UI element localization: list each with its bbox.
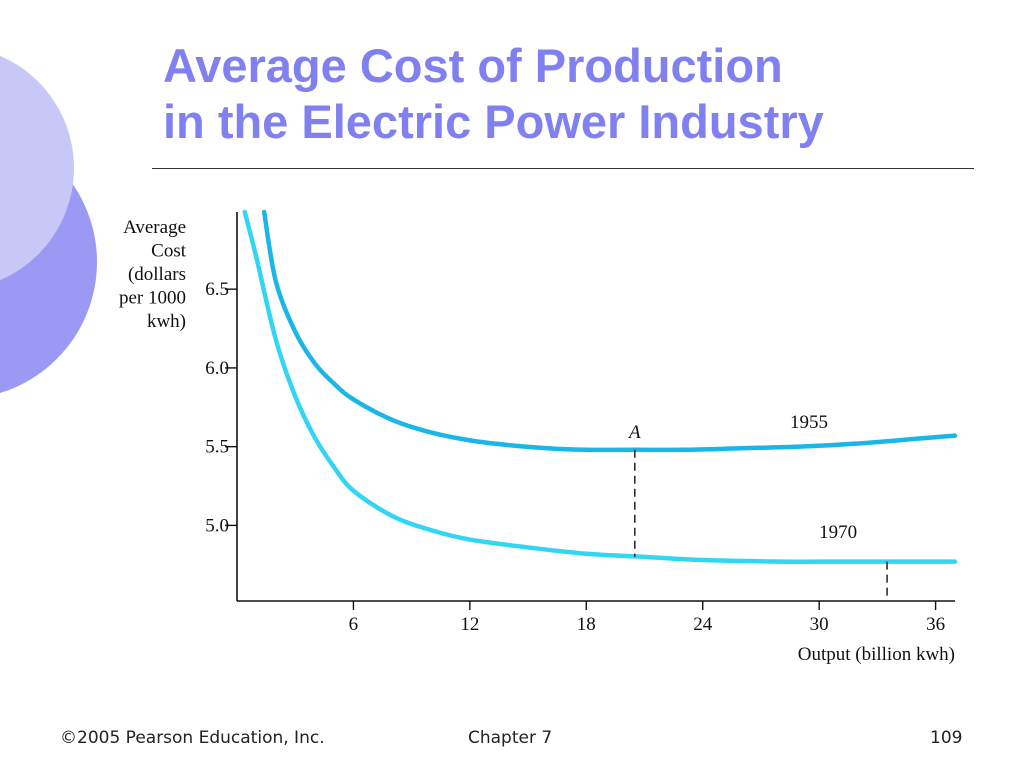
title-line-2: in the Electric Power Industry (163, 95, 824, 148)
y-axis-label: per 1000 (119, 288, 186, 309)
x-tick-label: 6 (349, 614, 359, 635)
title-divider (152, 168, 974, 169)
y-axis-label: kwh) (147, 311, 186, 332)
series-label-1970: 1970 (819, 522, 857, 543)
decorative-circles (0, 55, 97, 393)
curve-1955 (261, 209, 958, 453)
footer-page-number: 109 (930, 728, 963, 748)
series-label-1955: 1955 (790, 412, 828, 433)
point-label-A: A (627, 422, 641, 443)
y-axis-label: Average (123, 217, 186, 238)
x-tick-label: 12 (460, 614, 479, 635)
y-axis-label: (dollars (128, 264, 186, 285)
y-axis-label: Cost (151, 241, 187, 262)
y-tick-label: 5.0 (205, 515, 229, 536)
x-tick-label: 30 (810, 614, 829, 635)
curve-1970 (242, 209, 958, 564)
y-tick-label: 6.0 (205, 358, 229, 379)
slide-title: Average Cost of Production in the Electr… (163, 38, 983, 150)
y-tick-label: 5.5 (205, 437, 229, 458)
x-tick-label: 24 (693, 614, 713, 635)
x-tick-label: 36 (926, 614, 945, 635)
title-line-1: Average Cost of Production (163, 39, 783, 92)
decor-circle-light (0, 55, 74, 281)
x-axis-label: Output (billion kwh) (798, 644, 955, 665)
footer-copyright: ©2005 Pearson Education, Inc. (60, 728, 325, 748)
y-tick-label: 6.5 (205, 279, 229, 300)
average-cost-chart: 5.0 5.5 6.0 6.5 6 12 18 24 30 36 Average Cost(dolla… (119, 209, 958, 665)
footer-chapter: Chapter 7 (468, 728, 553, 748)
x-tick-label: 18 (577, 614, 596, 635)
